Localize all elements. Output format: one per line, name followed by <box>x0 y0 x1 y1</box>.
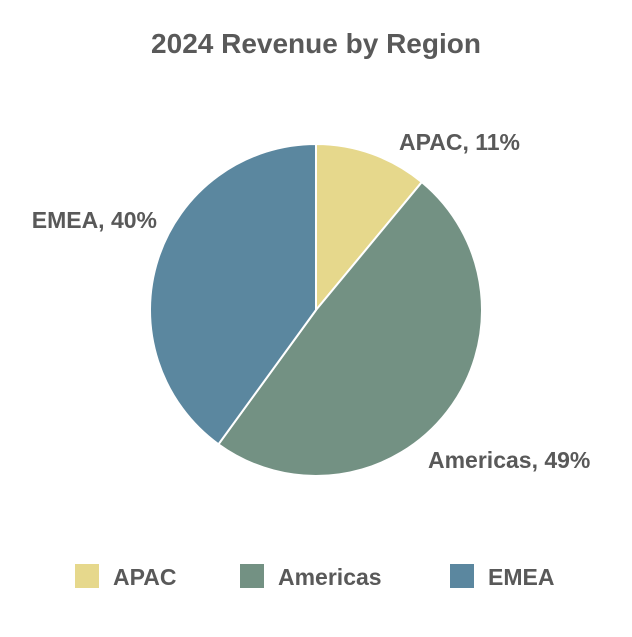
data-label-emea: EMEA, 40% <box>32 207 157 233</box>
pie-slice-apac <box>315 142 424 313</box>
legend-swatch-americas <box>240 564 264 588</box>
chart-title: 2024 Revenue by Region <box>151 28 481 59</box>
legend: APAC Americas EMEA <box>75 564 554 590</box>
legend-label-americas: Americas <box>278 564 382 590</box>
legend-label-emea: EMEA <box>488 564 554 590</box>
pie-slice-americas <box>217 180 483 477</box>
data-label-apac: APAC, 11% <box>399 129 520 155</box>
pie-slice-emea <box>149 142 317 446</box>
legend-swatch-emea <box>450 564 474 588</box>
data-labels: APAC, 11% Americas, 49% EMEA, 40% <box>32 129 591 473</box>
legend-swatch-apac <box>75 564 99 588</box>
pie-slices <box>149 142 483 477</box>
data-label-americas: Americas, 49% <box>428 447 590 473</box>
legend-label-apac: APAC <box>113 564 176 590</box>
